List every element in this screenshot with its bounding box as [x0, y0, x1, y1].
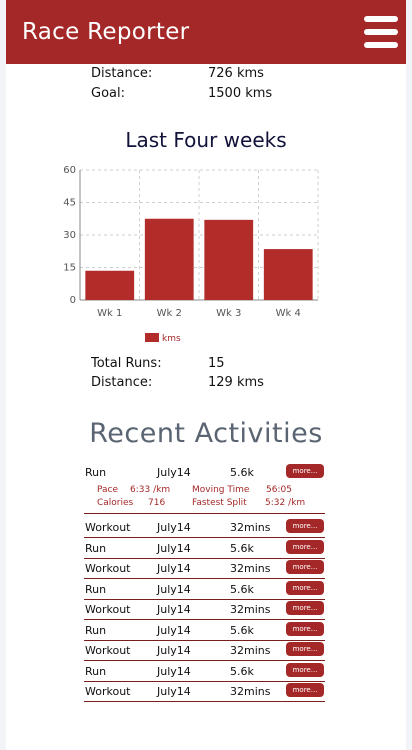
distance-value: 726 kms: [208, 66, 264, 81]
activity-date: July14: [157, 644, 191, 657]
y-tick-label: 15: [63, 263, 76, 274]
activity-type: Workout: [85, 644, 131, 657]
more-button[interactable]: more...: [286, 540, 324, 554]
activity-row: Run July14 5.6k more...: [84, 539, 325, 559]
activity-type: Run: [85, 665, 107, 678]
activity-type: Workout: [85, 685, 131, 698]
activity-row: Workout July14 32mins more...: [84, 682, 325, 702]
activity-row: Workout July14 32mins more...: [84, 518, 325, 538]
activity-date: July14: [157, 685, 191, 698]
activity-row: Run July14 5.6k more...: [84, 580, 325, 600]
total-runs-label: Total Runs:: [91, 356, 162, 371]
activity-amount: 5.6k: [230, 542, 254, 555]
more-button[interactable]: more...: [286, 642, 324, 656]
legend-swatch: [145, 333, 159, 342]
total-runs-value: 15: [208, 356, 225, 371]
activity-amount: 32mins: [230, 562, 271, 575]
app-title: Race Reporter: [22, 19, 190, 45]
moving-time-label: Moving Time: [192, 485, 250, 495]
menu-icon-bar: [364, 16, 398, 22]
activity-date: July14: [157, 603, 191, 616]
menu-icon-bar: [364, 42, 398, 48]
chart-y-tick-labels: 0 15 30 45 60: [63, 165, 76, 306]
activity-amount: 5.6k: [230, 665, 254, 678]
recent-activities-title: Recent Activities: [89, 418, 323, 449]
pace-value: 6:33 /km: [130, 485, 171, 495]
activity-row: Run July14 5.6k more...: [84, 463, 325, 483]
activity-row: Run July14 5.6k more...: [84, 621, 325, 641]
bar-wk-3: [204, 219, 254, 300]
activity-row: Workout July14 32mins more...: [84, 600, 325, 620]
y-tick-label: 0: [70, 295, 76, 306]
moving-time-value: 56:05: [266, 485, 292, 495]
activity-type: Workout: [85, 603, 131, 616]
week-distance-value: 129 kms: [208, 375, 264, 390]
activity-date: July14: [157, 521, 191, 534]
goal-value: 1500 kms: [208, 86, 273, 101]
chart-bars: [85, 218, 313, 300]
app-header: Race Reporter: [6, 0, 406, 64]
x-tick-label: Wk 2: [157, 308, 182, 319]
more-button[interactable]: more...: [286, 581, 324, 595]
activity-amount: 32mins: [230, 603, 271, 616]
menu-icon-bar: [364, 29, 398, 35]
pace-label: Pace: [97, 485, 119, 495]
x-tick-label: Wk 1: [97, 308, 122, 319]
goal-label: Goal:: [91, 86, 125, 101]
y-tick-label: 45: [63, 198, 76, 209]
chart-x-tick-labels: Wk 1 Wk 2 Wk 3 Wk 4: [97, 308, 301, 319]
y-tick-label: 60: [63, 165, 76, 176]
x-tick-label: Wk 3: [216, 308, 241, 319]
more-button[interactable]: more...: [286, 464, 324, 478]
activity-date: July14: [157, 562, 191, 575]
activity-amount: 32mins: [230, 521, 271, 534]
calories-label: Calories: [97, 498, 134, 508]
activity-type: Workout: [85, 521, 131, 534]
activity-row: Workout July14 32mins more...: [84, 559, 325, 579]
more-button[interactable]: more...: [286, 519, 324, 533]
activity-type: Run: [85, 542, 107, 555]
activity-date: July14: [157, 665, 191, 678]
activity-date: July14: [157, 542, 191, 555]
chart-title: Last Four weeks: [125, 128, 287, 152]
activity-amount: 5.6k: [230, 583, 254, 596]
bar-wk-4: [263, 249, 313, 300]
activity-amount: 32mins: [230, 685, 271, 698]
more-button[interactable]: more...: [286, 560, 324, 574]
fastest-split-value: 5:32 /km: [265, 498, 306, 508]
bar-wk-2: [144, 218, 194, 300]
activity-amount: 5.6k: [230, 466, 254, 479]
activity-date: July14: [157, 624, 191, 637]
page-background: [6, 0, 406, 750]
x-tick-label: Wk 4: [276, 308, 301, 319]
y-tick-label: 30: [63, 230, 76, 241]
fastest-split-label: Fastest Split: [192, 498, 247, 508]
distance-label: Distance:: [91, 66, 153, 81]
activity-row: Workout July14 32mins more...: [84, 641, 325, 661]
activity-type: Run: [85, 624, 107, 637]
more-button[interactable]: more...: [286, 601, 324, 615]
activity-type: Run: [85, 466, 107, 479]
legend-label: kms: [162, 334, 181, 344]
detail-divider: [84, 513, 325, 514]
week-distance-label: Distance:: [91, 375, 153, 390]
calories-value: 716: [148, 498, 166, 508]
activity-date: July14: [157, 466, 191, 479]
more-button[interactable]: more...: [286, 683, 324, 697]
menu-icon[interactable]: [364, 16, 398, 48]
weekly-distance-chart: 0 15 30 45 60 Wk 1 Wk 2 Wk 3 Wk 4 kms: [63, 165, 319, 344]
activity-row: Run July14 5.6k more...: [84, 662, 325, 682]
more-button[interactable]: more...: [286, 622, 324, 636]
activity-amount: 5.6k: [230, 624, 254, 637]
bar-wk-1: [85, 270, 135, 300]
activity-amount: 32mins: [230, 644, 271, 657]
activity-type: Run: [85, 583, 107, 596]
more-button[interactable]: more...: [286, 663, 324, 677]
activity-date: July14: [157, 583, 191, 596]
activity-type: Workout: [85, 562, 131, 575]
